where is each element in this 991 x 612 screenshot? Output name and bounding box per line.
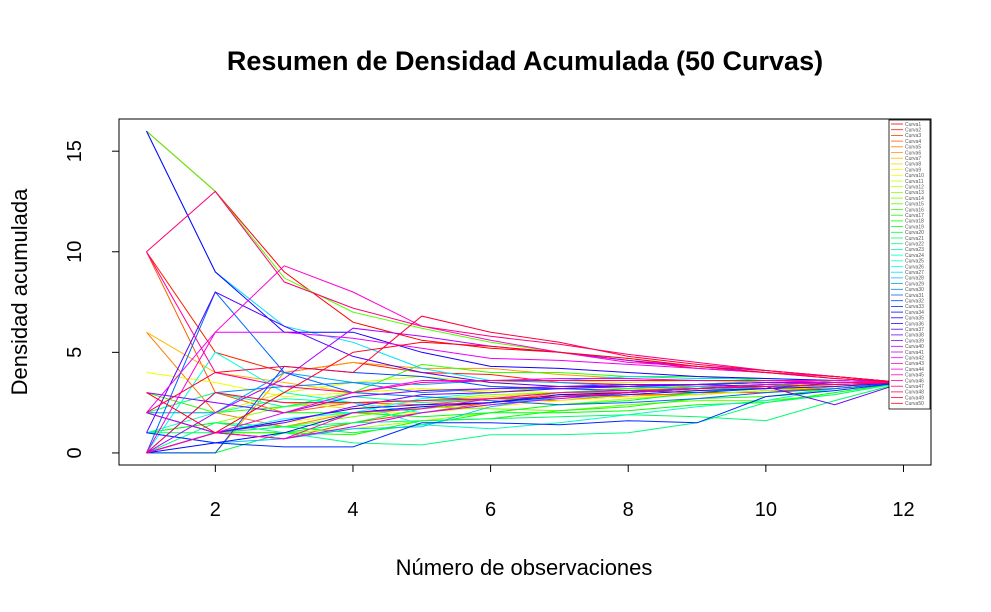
legend-label: Curva45 bbox=[905, 373, 924, 379]
legend-label: Curva23 bbox=[905, 247, 924, 253]
legend: Curva1Curva2Curva3Curva4Curva5Curva6Curv… bbox=[888, 119, 931, 410]
legend-label: Curva17 bbox=[905, 213, 924, 219]
series-line-31 bbox=[146, 291, 904, 454]
legend-label: Curva5 bbox=[905, 145, 921, 151]
x-tick-label: 6 bbox=[485, 499, 496, 521]
legend-label: Curva35 bbox=[905, 316, 924, 322]
series-line-21 bbox=[146, 382, 904, 434]
legend-label: Curva21 bbox=[905, 236, 924, 242]
legend-label: Curva40 bbox=[905, 344, 924, 350]
legend-label: Curva38 bbox=[905, 333, 924, 339]
legend-label: Curva14 bbox=[905, 196, 924, 202]
legend-label: Curva31 bbox=[905, 293, 924, 299]
legend-label: Curva3 bbox=[905, 133, 921, 139]
series-line-22 bbox=[146, 382, 904, 454]
legend-label: Curva47 bbox=[905, 384, 924, 390]
legend-label: Curva18 bbox=[905, 219, 924, 225]
legend-label: Curva20 bbox=[905, 230, 924, 236]
x-tick-label: 4 bbox=[347, 499, 358, 521]
legend-label: Curva49 bbox=[905, 395, 924, 401]
series-line-33 bbox=[146, 382, 904, 448]
legend-label: Curva28 bbox=[905, 276, 924, 282]
legend-label: Curva33 bbox=[905, 304, 924, 310]
legend-label: Curva13 bbox=[905, 190, 924, 196]
series-line-47 bbox=[146, 190, 904, 383]
series-line-38 bbox=[146, 382, 904, 454]
legend-label: Curva44 bbox=[905, 367, 924, 373]
y-axis: 0 5 10 15 bbox=[64, 140, 120, 458]
x-tick-label: 10 bbox=[755, 499, 777, 521]
legend-label: Curva10 bbox=[905, 173, 924, 179]
legend-label: Curva19 bbox=[905, 224, 924, 230]
x-tick-label: 2 bbox=[210, 499, 221, 521]
legend-label: Curva26 bbox=[905, 264, 924, 270]
x-tick-label: 12 bbox=[892, 499, 914, 521]
legend-label: Curva4 bbox=[905, 139, 921, 145]
series-lines bbox=[146, 130, 904, 454]
x-axis-label: Número de observaciones bbox=[396, 555, 653, 580]
series-line-19 bbox=[146, 379, 904, 434]
legend-label: Curva36 bbox=[905, 321, 924, 327]
series-line-50 bbox=[146, 341, 904, 434]
legend-label: Curva34 bbox=[905, 310, 924, 316]
legend-label: Curva11 bbox=[905, 179, 924, 185]
legend-label: Curva46 bbox=[905, 378, 924, 384]
legend-label: Curva1 bbox=[905, 122, 921, 128]
series-line-36 bbox=[146, 382, 904, 434]
chart-title: Resumen de Densidad Acumulada (50 Curvas… bbox=[227, 46, 823, 76]
legend-label: Curva32 bbox=[905, 299, 924, 305]
series-line-35 bbox=[146, 130, 904, 383]
series-line-46 bbox=[146, 251, 904, 394]
legend-label: Curva12 bbox=[905, 185, 924, 191]
y-tick-label: 15 bbox=[64, 140, 86, 162]
legend-label: Curva37 bbox=[905, 327, 924, 333]
legend-label: Curva16 bbox=[905, 207, 924, 213]
legend-label: Curva2 bbox=[905, 128, 921, 134]
legend-label: Curva39 bbox=[905, 338, 924, 344]
legend-label: Curva48 bbox=[905, 390, 924, 396]
series-line-48 bbox=[146, 382, 904, 454]
legend-label: Curva27 bbox=[905, 270, 924, 276]
legend-label: Curva50 bbox=[905, 401, 924, 407]
series-line-49 bbox=[146, 315, 904, 414]
x-axis: 2 4 6 8 10 12 bbox=[210, 464, 915, 521]
y-axis-label: Densidad acumulada bbox=[7, 188, 32, 395]
legend-label: Curva9 bbox=[905, 167, 921, 173]
legend-label: Curva24 bbox=[905, 253, 924, 259]
legend-label: Curva41 bbox=[905, 350, 924, 356]
legend-label: Curva25 bbox=[905, 259, 924, 265]
y-tick-label: 5 bbox=[64, 347, 86, 358]
series-line-37 bbox=[146, 291, 904, 434]
legend-label: Curva22 bbox=[905, 242, 924, 248]
series-line-39 bbox=[146, 382, 904, 414]
legend-label: Curva6 bbox=[905, 150, 921, 156]
legend-label: Curva7 bbox=[905, 156, 921, 162]
legend-label: Curva30 bbox=[905, 287, 924, 293]
legend-label: Curva8 bbox=[905, 162, 921, 168]
series-line-45 bbox=[146, 382, 904, 454]
legend-label: Curva43 bbox=[905, 361, 924, 367]
y-tick-label: 10 bbox=[64, 241, 86, 263]
legend-label: Curva15 bbox=[905, 202, 924, 208]
x-tick-label: 8 bbox=[623, 499, 634, 521]
legend-box bbox=[888, 119, 931, 410]
legend-label: Curva29 bbox=[905, 281, 924, 287]
y-tick-label: 0 bbox=[64, 447, 86, 458]
legend-label: Curva42 bbox=[905, 356, 924, 362]
